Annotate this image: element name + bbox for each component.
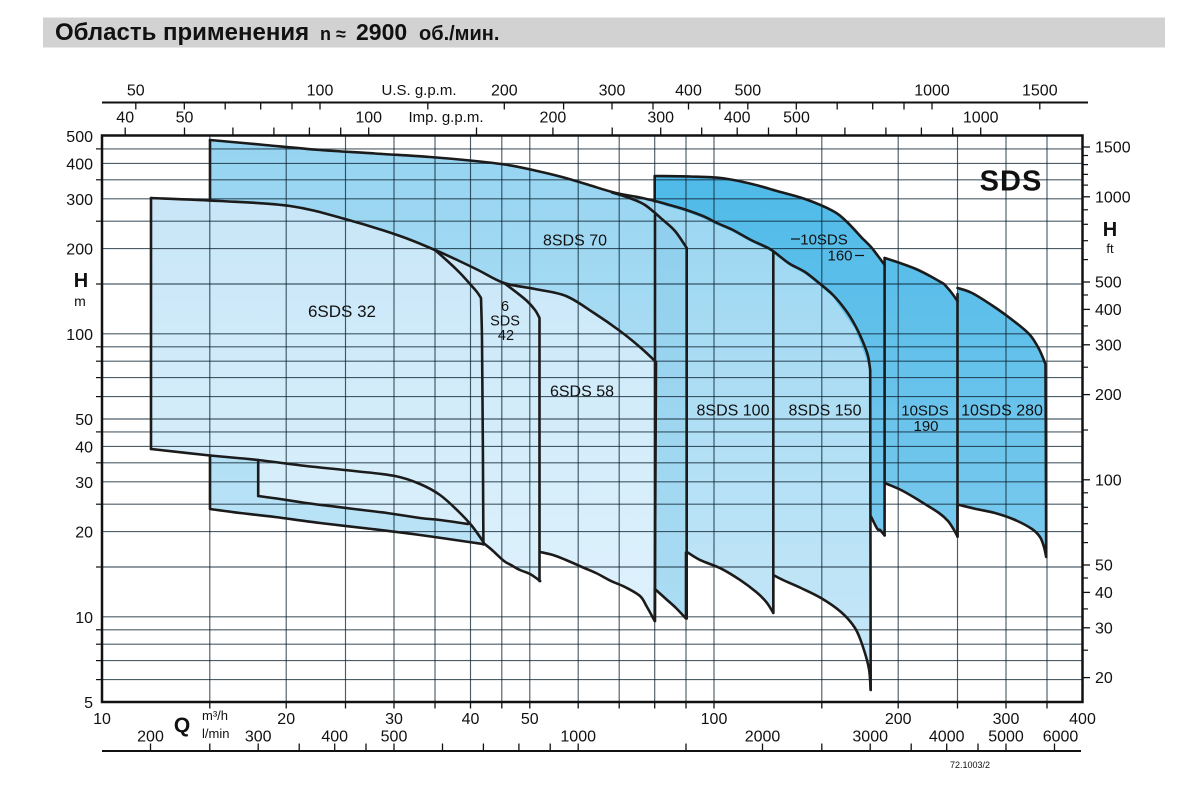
svg-text:400: 400 bbox=[66, 156, 93, 173]
svg-text:300: 300 bbox=[66, 192, 93, 209]
svg-text:1000: 1000 bbox=[914, 83, 950, 100]
svg-text:300: 300 bbox=[993, 711, 1020, 728]
svg-text:50: 50 bbox=[176, 110, 194, 127]
svg-text:3000: 3000 bbox=[852, 729, 888, 746]
svg-text:10: 10 bbox=[93, 711, 111, 728]
svg-text:6: 6 bbox=[501, 299, 509, 315]
svg-text:72.1003/2: 72.1003/2 bbox=[950, 760, 990, 770]
svg-text:500: 500 bbox=[381, 729, 408, 746]
svg-text:42: 42 bbox=[498, 328, 514, 344]
svg-text:200: 200 bbox=[1095, 387, 1122, 404]
svg-text:40: 40 bbox=[462, 711, 480, 728]
svg-text:30: 30 bbox=[75, 475, 93, 492]
svg-text:400: 400 bbox=[724, 110, 751, 127]
svg-text:500: 500 bbox=[1095, 275, 1122, 292]
svg-text:1500: 1500 bbox=[1022, 83, 1058, 100]
svg-text:50: 50 bbox=[521, 711, 539, 728]
svg-text:30: 30 bbox=[1095, 620, 1113, 637]
svg-text:200: 200 bbox=[540, 110, 567, 127]
svg-text:300: 300 bbox=[1095, 337, 1122, 354]
svg-text:100: 100 bbox=[307, 83, 334, 100]
svg-text:10SDS: 10SDS bbox=[901, 403, 949, 420]
svg-text:10: 10 bbox=[75, 610, 93, 627]
svg-text:50: 50 bbox=[127, 83, 145, 100]
svg-text:30: 30 bbox=[385, 711, 403, 728]
svg-text:20: 20 bbox=[75, 525, 93, 542]
svg-text:6SDS 58: 6SDS 58 bbox=[550, 384, 614, 401]
svg-text:10SDS 280: 10SDS 280 bbox=[961, 403, 1043, 420]
svg-text:40: 40 bbox=[75, 439, 93, 456]
svg-text:100: 100 bbox=[1095, 472, 1122, 489]
svg-text:Imp. g.p.m.: Imp. g.p.m. bbox=[408, 109, 483, 126]
svg-text:100: 100 bbox=[701, 711, 728, 728]
svg-text:8SDS 100: 8SDS 100 bbox=[697, 403, 770, 420]
svg-text:200: 200 bbox=[137, 729, 164, 746]
svg-text:Область применения: Область применения bbox=[55, 19, 309, 46]
svg-text:200: 200 bbox=[885, 711, 912, 728]
svg-text:500: 500 bbox=[783, 110, 810, 127]
svg-text:SDS: SDS bbox=[980, 166, 1043, 198]
svg-text:50: 50 bbox=[1095, 558, 1113, 575]
svg-text:U.S. g.p.m.: U.S. g.p.m. bbox=[381, 82, 456, 99]
svg-text:H: H bbox=[74, 270, 88, 292]
svg-text:H: H bbox=[1103, 219, 1117, 241]
svg-text:2000: 2000 bbox=[745, 729, 781, 746]
svg-text:200: 200 bbox=[66, 242, 93, 259]
svg-text:4000: 4000 bbox=[929, 729, 965, 746]
svg-text:160: 160 bbox=[827, 248, 852, 265]
svg-text:Q: Q bbox=[174, 714, 190, 737]
svg-text:m: m bbox=[74, 293, 86, 309]
svg-text:190: 190 bbox=[913, 418, 938, 435]
svg-text:400: 400 bbox=[1095, 302, 1122, 319]
svg-text:5000: 5000 bbox=[988, 729, 1024, 746]
svg-text:1500: 1500 bbox=[1095, 140, 1131, 157]
svg-text:400: 400 bbox=[321, 729, 348, 746]
svg-text:1000: 1000 bbox=[560, 729, 596, 746]
svg-text:400: 400 bbox=[1069, 711, 1096, 728]
svg-text:1000: 1000 bbox=[1095, 189, 1131, 206]
svg-text:6SDS 32: 6SDS 32 bbox=[308, 302, 376, 321]
svg-text:SDS: SDS bbox=[490, 314, 520, 330]
svg-text:400: 400 bbox=[675, 83, 702, 100]
svg-text:8SDS 70: 8SDS 70 bbox=[543, 233, 607, 250]
svg-text:ft: ft bbox=[1106, 241, 1114, 256]
svg-text:40: 40 bbox=[1095, 585, 1113, 602]
svg-text:1000: 1000 bbox=[963, 110, 999, 127]
svg-text:500: 500 bbox=[734, 83, 761, 100]
svg-text:500: 500 bbox=[66, 129, 93, 146]
svg-text:l/min: l/min bbox=[202, 726, 229, 741]
svg-text:40: 40 bbox=[116, 110, 134, 127]
svg-text:n ≈: n ≈ bbox=[320, 24, 346, 44]
svg-text:300: 300 bbox=[245, 729, 272, 746]
svg-text:m³/h: m³/h bbox=[202, 708, 228, 723]
svg-text:2900: 2900 bbox=[356, 19, 407, 45]
svg-text:100: 100 bbox=[66, 327, 93, 344]
svg-text:50: 50 bbox=[75, 412, 93, 429]
svg-text:20: 20 bbox=[277, 711, 295, 728]
svg-text:20: 20 bbox=[1095, 670, 1113, 687]
svg-text:5: 5 bbox=[84, 695, 93, 712]
svg-text:8SDS 150: 8SDS 150 bbox=[789, 403, 862, 420]
svg-text:100: 100 bbox=[355, 110, 382, 127]
svg-text:об./мин.: об./мин. bbox=[419, 23, 499, 45]
svg-text:300: 300 bbox=[599, 83, 626, 100]
svg-text:6000: 6000 bbox=[1043, 729, 1079, 746]
svg-text:10SDS: 10SDS bbox=[800, 232, 848, 249]
svg-text:300: 300 bbox=[647, 110, 674, 127]
svg-text:200: 200 bbox=[491, 83, 518, 100]
